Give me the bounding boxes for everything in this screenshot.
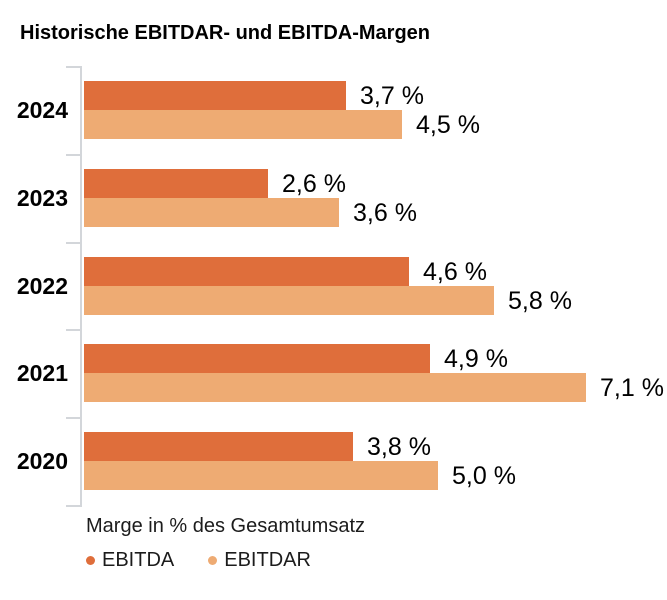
category-label: 2020: [16, 448, 68, 475]
bar-group-2021: 2021 4,9 % 7,1 %: [0, 329, 667, 417]
bar-group-2020: 2020 3,8 % 5,0 %: [0, 417, 667, 505]
axis-tick: [66, 329, 80, 332]
value-label: 5,8 %: [508, 286, 572, 315]
y-axis-line: [80, 66, 82, 507]
axis-tick: [66, 417, 80, 420]
chart-title: Historische EBITDAR- und EBITDA-Margen: [20, 22, 431, 44]
ebitda-bar: [84, 432, 353, 462]
value-label: 3,8 %: [367, 433, 431, 462]
value-label: 3,6 %: [353, 198, 417, 227]
legend: EBITDA EBITDAR: [86, 549, 311, 572]
ebitda-bar: [84, 344, 430, 374]
value-label: 3,7 %: [360, 82, 424, 110]
bar-group-2023: 2023 2,6 % 3,6 %: [0, 154, 667, 242]
category-label: 2021: [16, 360, 68, 387]
bar-group-2024: 2024 3,7 % 4,5 %: [0, 66, 667, 154]
value-label: 4,5 %: [416, 111, 480, 139]
legend-item-ebitda: EBITDA: [86, 549, 174, 572]
value-label: 7,1 %: [600, 374, 664, 403]
value-label: 4,6 %: [423, 257, 487, 286]
ebitdar-bar: [84, 461, 438, 491]
ebitdar-bar: [84, 110, 402, 139]
ebitda-bar: [84, 81, 346, 110]
category-label: 2022: [16, 272, 68, 299]
ebitda-bar: [84, 256, 409, 286]
legend-dot-icon: [208, 556, 218, 565]
value-label: 4,9 %: [444, 345, 508, 374]
axis-tick: [66, 66, 80, 68]
value-label: 5,0 %: [452, 462, 516, 491]
legend-dot-icon: [86, 556, 95, 565]
category-label: 2024: [16, 97, 68, 123]
ebitdar-bar: [84, 197, 339, 227]
ebitdar-bar: [84, 285, 494, 315]
value-label: 2,6 %: [282, 169, 346, 198]
bar-group-2022: 2022 4,6 % 5,8 %: [0, 242, 667, 330]
legend-label: EBITDAR: [224, 549, 311, 571]
axis-tick: [66, 505, 80, 507]
axis-tick: [66, 153, 80, 156]
legend-item-ebitdar: EBITDAR: [208, 549, 311, 572]
x-axis-label: Marge in % des Gesamtumsatz: [86, 515, 365, 537]
ebitda-bar: [84, 168, 268, 198]
legend-label: EBITDA: [102, 549, 175, 571]
axis-tick: [66, 241, 80, 244]
category-label: 2023: [16, 184, 68, 211]
ebitdar-bar: [84, 373, 586, 403]
